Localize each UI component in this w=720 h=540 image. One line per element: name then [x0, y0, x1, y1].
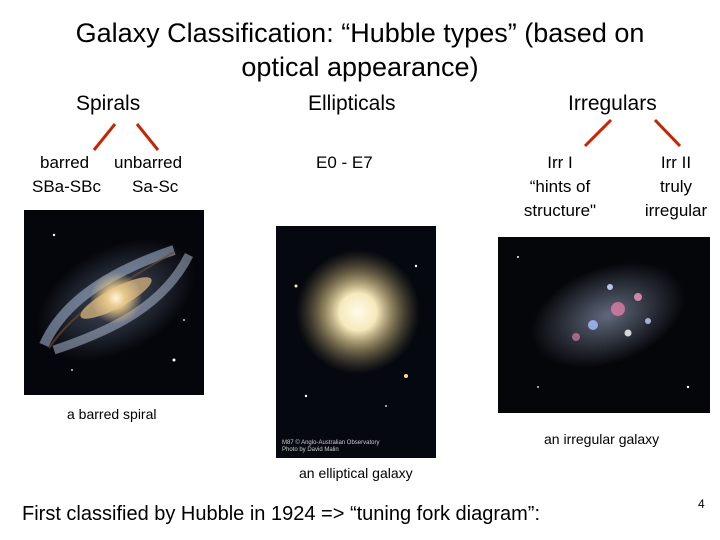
page-number: 4	[698, 497, 705, 511]
connector-barred	[92, 123, 117, 151]
spirals-heading: Spirals	[76, 92, 141, 115]
irr2-label: Irr II truly irregular	[634, 151, 718, 223]
irr2-line2: truly	[659, 177, 693, 196]
irr1-line1: Irr I	[547, 153, 573, 172]
irregular-galaxy-image	[498, 237, 710, 413]
irr1-label: Irr I “hints of structure"	[512, 151, 608, 223]
barred-spiral-caption: a barred spiral	[67, 406, 157, 422]
irr1-line2: “hints of	[529, 177, 591, 196]
connector-irr2	[653, 118, 682, 148]
connector-unbarred	[135, 123, 160, 151]
elliptical-galaxy-image: M87 © Anglo-Australian Observatory Photo…	[276, 226, 436, 458]
irr2-line3: irregular	[644, 201, 708, 220]
irregulars-heading: Irregulars	[568, 92, 657, 115]
ellipticals-heading: Ellipticals	[308, 92, 396, 115]
barred-label: barred	[40, 153, 90, 172]
irr1-line3: structure"	[523, 201, 597, 220]
elliptical-galaxy-graphic	[294, 250, 420, 407]
photo-credit: M87 © Anglo-Australian Observatory Photo…	[282, 440, 380, 453]
elliptical-range: E0 - E7	[316, 153, 373, 172]
irregular-galaxy-caption: an irregular galaxy	[544, 431, 660, 447]
slide-title: Galaxy Classification: “Hubble types” (b…	[75, 18, 645, 82]
unbarred-label: unbarred	[114, 153, 183, 172]
unbarred-range: Sa-Sc	[132, 177, 179, 196]
footer-text: First classified by Hubble in 1924 => “t…	[22, 503, 541, 525]
barred-spiral-image	[24, 210, 204, 395]
barred-range: SBa-SBc	[32, 177, 101, 196]
irr2-line1: Irr II	[660, 153, 692, 172]
elliptical-galaxy-caption: an elliptical galaxy	[299, 465, 413, 481]
barred-spiral-graphic	[36, 233, 196, 371]
connector-irr1	[583, 118, 613, 148]
irregular-galaxy-graphic	[517, 256, 690, 389]
